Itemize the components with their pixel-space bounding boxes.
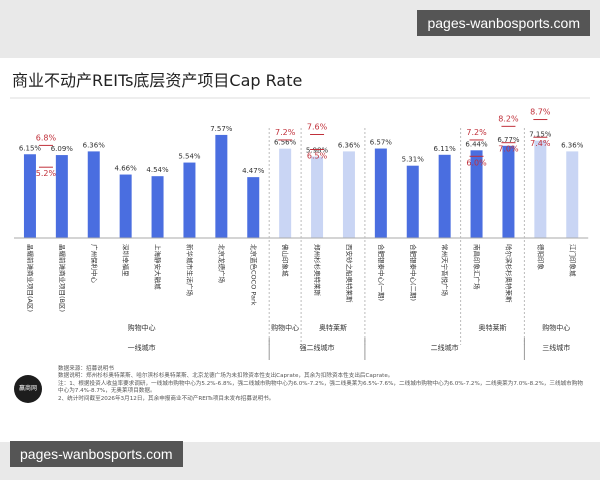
group-label: 购物中心 xyxy=(128,323,156,332)
x-tick-label: 南昌印象汇广场 xyxy=(473,244,482,290)
value-label: 5.54% xyxy=(178,153,201,161)
x-tick-label: 晶耀前滩商业项目(B区) xyxy=(58,244,67,312)
x-tick-label: 合肥银泰中心(二期) xyxy=(409,244,418,301)
value-label: 5.98% xyxy=(306,147,329,155)
benchmark-label: 7.6% xyxy=(307,123,328,132)
x-tick-label: 佛山印象城 xyxy=(281,244,290,277)
note: 注：1、根据投资人收益率要求调研，一线城市购物中心为5.2%-6.8%，强二线城… xyxy=(58,380,583,395)
note: 数据说明：郑州杉杉奥特莱斯、哈尔滨杉杉奥特莱斯、北京龙德广场为未扣除资本性支出C… xyxy=(58,373,394,380)
bar xyxy=(23,154,36,238)
value-label: 7.15% xyxy=(529,131,552,139)
bar xyxy=(119,174,132,238)
x-tick-label: 郑州杉杉奥特莱斯 xyxy=(313,244,322,297)
bar xyxy=(183,162,196,238)
benchmark-label: 8.2% xyxy=(498,114,519,123)
x-tick-label: 新华城市生活广场 xyxy=(185,244,194,297)
x-tick-label: 北京龙德广场 xyxy=(217,244,226,284)
benchmark-label: 7.4% xyxy=(530,139,551,148)
value-label: 7.57% xyxy=(210,125,233,133)
bar xyxy=(247,177,260,238)
bar xyxy=(311,156,324,238)
note: 2、统计时间截至2026年3月12日，其余申报商业不动产REITs项目未发布招募… xyxy=(58,395,275,402)
benchmark-label: 5.2% xyxy=(36,169,57,178)
logo: 赢商网 xyxy=(14,375,42,403)
value-label: 6.36% xyxy=(561,141,584,149)
group-label: 购物中心 xyxy=(271,323,299,332)
value-label: 6.56% xyxy=(274,139,297,147)
bar xyxy=(279,148,292,238)
value-label: 6.15% xyxy=(19,144,42,152)
tier-label: 强二线城市 xyxy=(300,343,335,352)
benchmark-label: 6.8% xyxy=(36,133,57,142)
tier-label: 三线城市 xyxy=(542,343,570,352)
benchmark-label: 7.2% xyxy=(275,128,296,137)
benchmark-label: 7.0% xyxy=(498,145,519,154)
note: 数据来源：招募说明书 xyxy=(58,366,114,372)
x-tick-label: 德阳印象 xyxy=(536,244,545,271)
x-tick-label: 上海静安大融城 xyxy=(154,244,163,290)
watermark: pages-wanbosports.com xyxy=(417,10,590,36)
x-tick-label: 合肥银泰中心(一期) xyxy=(377,244,386,301)
value-label: 4.66% xyxy=(115,165,138,173)
benchmark-label: 8.7% xyxy=(530,108,551,117)
group-label: 奥特莱斯 xyxy=(479,323,507,332)
x-tick-label: 深圳幸福里 xyxy=(122,244,131,277)
watermark: pages-wanbosports.com xyxy=(10,441,183,467)
value-label: 6.09% xyxy=(51,145,74,153)
value-label: 4.54% xyxy=(146,166,169,174)
bar xyxy=(406,165,419,238)
value-label: 6.36% xyxy=(83,141,106,149)
group-label: 奥特莱斯 xyxy=(319,323,347,332)
bar xyxy=(342,151,355,238)
chart-card xyxy=(0,58,600,442)
chart-title: 商业不动产REITs底层资产项目Cap Rate xyxy=(12,71,302,90)
bar xyxy=(502,145,515,238)
x-tick-label: 哈尔滨杉杉奥特莱斯 xyxy=(504,244,513,303)
value-label: 6.11% xyxy=(434,145,457,153)
bar xyxy=(438,154,451,238)
bar xyxy=(215,134,228,238)
value-label: 6.36% xyxy=(338,141,361,149)
value-label: 6.44% xyxy=(465,140,488,148)
bar xyxy=(55,155,68,238)
benchmark-label: 7.2% xyxy=(466,128,487,137)
group-label: 购物中心 xyxy=(542,323,570,332)
value-label: 6.77% xyxy=(497,136,520,144)
bar xyxy=(87,151,100,238)
benchmark-label: 6.0% xyxy=(466,158,487,167)
x-tick-label: 晶耀前滩商业项目(A区) xyxy=(26,244,35,312)
x-tick-label: 广州保利中心 xyxy=(90,244,99,284)
x-tick-label: 北京蓝色COCO Park xyxy=(249,244,258,306)
benchmark-label: 6.5% xyxy=(307,151,328,160)
value-label: 4.47% xyxy=(242,167,265,175)
notes: 数据来源：招募说明书 数据说明：郑州杉杉奥特莱斯、哈尔滨杉杉奥特莱斯、北京龙德广… xyxy=(58,366,588,403)
bar xyxy=(374,148,387,238)
bar xyxy=(566,151,579,238)
bar xyxy=(151,176,164,238)
tier-label: 二线城市 xyxy=(431,343,459,352)
value-label: 5.31% xyxy=(402,156,425,164)
value-label: 6.57% xyxy=(370,139,393,147)
tier-label: 一线城市 xyxy=(128,343,156,352)
x-tick-label: 江门印象城 xyxy=(568,244,577,277)
bar xyxy=(470,150,483,238)
bar xyxy=(534,140,547,238)
x-tick-label: 常州天宁吾悦广场 xyxy=(441,244,450,297)
x-tick-label: 西安砂之船奥特莱斯 xyxy=(345,244,354,303)
